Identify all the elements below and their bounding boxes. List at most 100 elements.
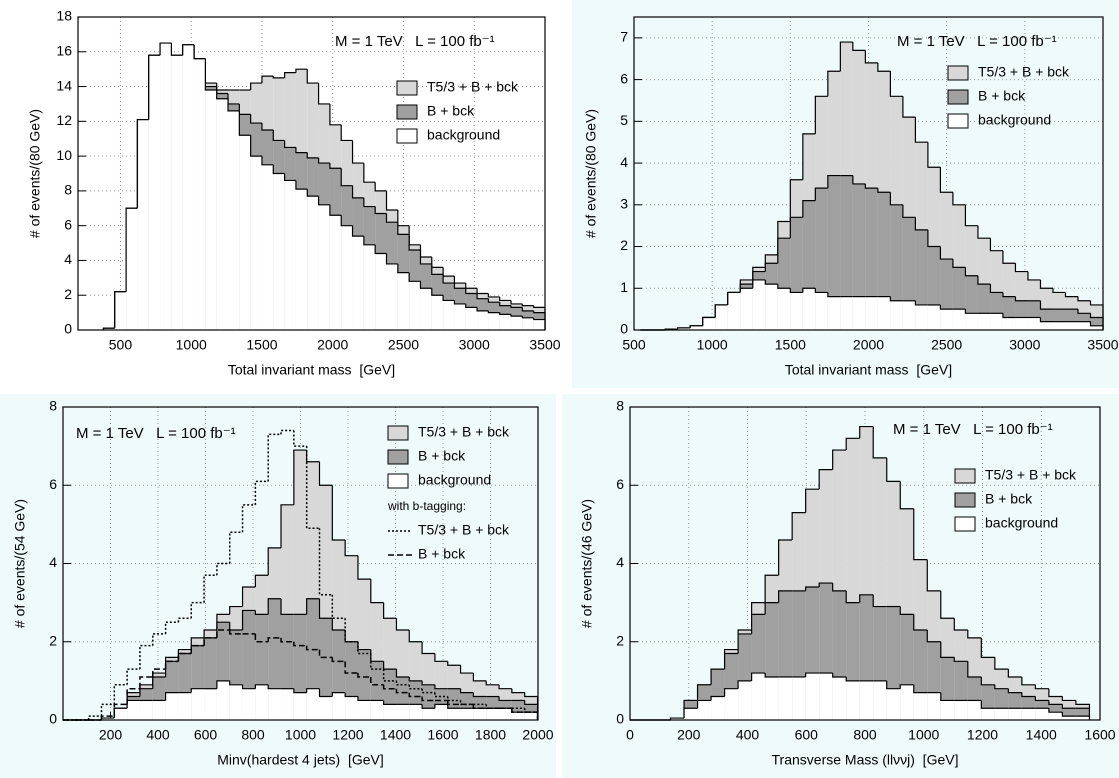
x-tick-label: 1500 xyxy=(775,337,806,353)
x-tick-label: 3000 xyxy=(459,337,490,353)
bar xyxy=(1048,712,1063,720)
bar xyxy=(152,700,166,720)
bar xyxy=(284,180,296,330)
y-axis-label: # of events/(46 GeV) xyxy=(579,499,595,628)
bar xyxy=(927,692,941,720)
bar xyxy=(890,300,903,330)
bar xyxy=(229,684,243,720)
bin-outline xyxy=(351,140,364,164)
y-tick-label: 4 xyxy=(616,554,624,570)
bin-outline xyxy=(395,618,410,631)
bin-outline xyxy=(421,696,435,702)
bar xyxy=(1021,708,1036,720)
bin-outline xyxy=(1039,317,1053,323)
bar xyxy=(724,688,739,720)
bar xyxy=(915,304,928,330)
bin-outline xyxy=(476,288,489,295)
bar xyxy=(840,296,853,330)
bin-outline xyxy=(395,669,410,678)
x-tick-label: 1000 xyxy=(697,337,728,353)
bar xyxy=(877,192,891,330)
bin-outline xyxy=(331,485,346,541)
bar xyxy=(827,175,841,330)
x-tick-label: 1000 xyxy=(285,727,316,743)
bin-outline xyxy=(739,287,753,293)
bin-outline xyxy=(927,142,941,168)
y-tick-label: 4 xyxy=(620,154,628,170)
bin-outline xyxy=(1014,263,1028,273)
bin-outline xyxy=(293,688,307,694)
annotation: M = 1 TeV L = 100 fb⁻¹ xyxy=(893,421,1053,438)
bin-outline xyxy=(87,715,102,720)
bin-outline xyxy=(148,54,161,120)
bin-outline xyxy=(306,688,320,693)
bin-outline xyxy=(340,215,353,227)
bar xyxy=(852,296,866,330)
bin-outline xyxy=(280,637,294,643)
bin-outline xyxy=(370,676,384,686)
bin-outline xyxy=(295,147,308,154)
bin-outline xyxy=(447,704,461,709)
bin-outline xyxy=(751,672,766,681)
bin-outline xyxy=(284,72,296,78)
bin-outline xyxy=(284,173,296,182)
bin-outline xyxy=(408,630,423,643)
bin-outline xyxy=(190,601,205,619)
bar xyxy=(777,288,791,330)
y-tick-label: 6 xyxy=(64,216,72,232)
bin-outline xyxy=(839,41,853,72)
bin-outline xyxy=(203,574,217,603)
bin-outline xyxy=(139,644,153,670)
bin-outline xyxy=(1021,692,1036,698)
bin-outline xyxy=(723,688,739,697)
bar xyxy=(499,314,512,330)
bin-outline xyxy=(280,429,294,435)
bin-outline xyxy=(778,539,793,576)
x-tick-label: 200 xyxy=(677,727,701,743)
bin-outline xyxy=(385,253,398,265)
bar xyxy=(697,700,712,720)
bin-outline xyxy=(357,641,371,655)
x-tick-label: 400 xyxy=(736,727,760,743)
bin-outline xyxy=(940,590,955,619)
bin-outline xyxy=(953,657,968,662)
bar xyxy=(422,708,435,720)
bin-outline xyxy=(382,669,397,682)
bin-outline xyxy=(340,124,353,142)
bin-outline xyxy=(318,461,333,486)
bar xyxy=(702,317,716,330)
bar xyxy=(977,313,991,330)
bin-outline xyxy=(164,621,179,634)
bin-outline xyxy=(408,676,423,682)
bar xyxy=(865,296,878,330)
bar xyxy=(954,700,968,720)
legend-swatch xyxy=(396,104,418,120)
bar xyxy=(443,300,455,330)
bin-outline xyxy=(926,630,941,643)
bin-outline xyxy=(419,250,432,265)
bin-outline xyxy=(487,293,500,298)
bin-outline xyxy=(216,90,229,100)
bar xyxy=(204,688,217,720)
bin-outline xyxy=(914,300,928,306)
bin-outline xyxy=(914,217,928,231)
bin-outline xyxy=(777,284,791,289)
bin-outline xyxy=(1002,292,1016,298)
bin-outline xyxy=(877,62,891,72)
bin-outline xyxy=(1007,688,1022,694)
x-axis-label: Total invariant mass [GeV] xyxy=(785,362,952,378)
bin-outline xyxy=(714,304,728,318)
bar xyxy=(194,58,206,330)
bar xyxy=(765,284,778,330)
bin-outline xyxy=(113,684,128,705)
bar xyxy=(114,708,128,720)
bin-outline xyxy=(789,179,803,222)
x-tick-label: 1200 xyxy=(332,727,363,743)
bar xyxy=(873,680,887,720)
bar xyxy=(165,692,179,720)
bin-outline xyxy=(710,695,725,701)
bar xyxy=(205,90,217,331)
y-tick-label: 7 xyxy=(620,29,628,45)
bin-outline xyxy=(447,700,461,706)
bin-outline xyxy=(203,629,217,638)
